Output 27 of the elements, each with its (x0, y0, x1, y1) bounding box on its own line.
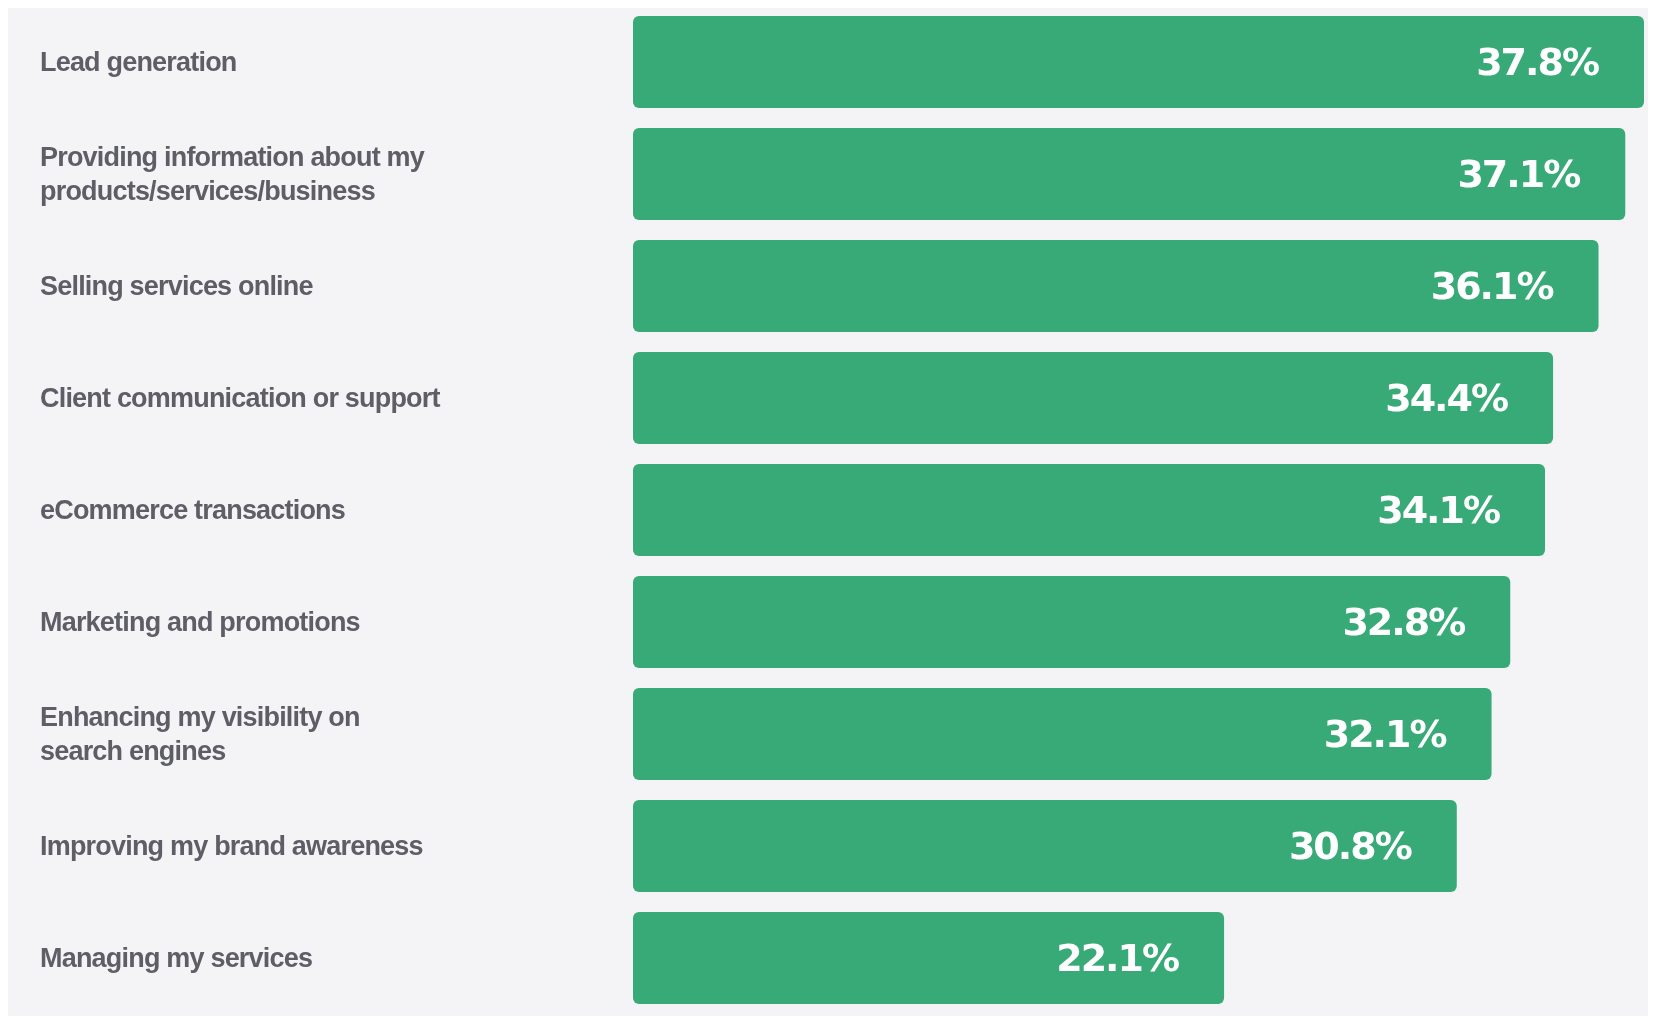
bar (633, 688, 1492, 780)
bar (633, 16, 1644, 108)
bar (633, 800, 1457, 892)
data-label: 37.1% (1457, 152, 1581, 197)
bar (633, 128, 1626, 220)
y-tick-label: Client communication or support (40, 383, 441, 414)
data-label: 36.1% (1430, 264, 1554, 309)
data-label: 34.4% (1385, 376, 1508, 421)
data-label: 32.8% (1342, 600, 1466, 645)
y-tick-label: eCommerce transactions (40, 495, 346, 526)
y-tick-label: Enhancing my visibility on search engines (40, 702, 360, 767)
bar (633, 240, 1599, 332)
data-label: 34.1% (1377, 488, 1500, 533)
bar (633, 352, 1554, 444)
y-tick-label: Lead generation (40, 47, 237, 78)
bar (633, 464, 1546, 556)
data-label: 32.1% (1323, 712, 1447, 757)
data-label: 30.8% (1288, 824, 1412, 869)
y-tick-label: Selling services online (40, 271, 314, 302)
y-tick-label: Managing my services (40, 943, 313, 974)
bar (633, 576, 1511, 668)
y-tick-label: Marketing and promotions (40, 607, 360, 638)
data-label: 37.8% (1476, 40, 1599, 85)
y-tick-label: Providing information about my products/services/business (40, 142, 425, 207)
data-label: 22.1% (1056, 936, 1179, 981)
bar (633, 912, 1225, 1004)
y-tick-label: Improving my brand awareness (40, 831, 423, 862)
